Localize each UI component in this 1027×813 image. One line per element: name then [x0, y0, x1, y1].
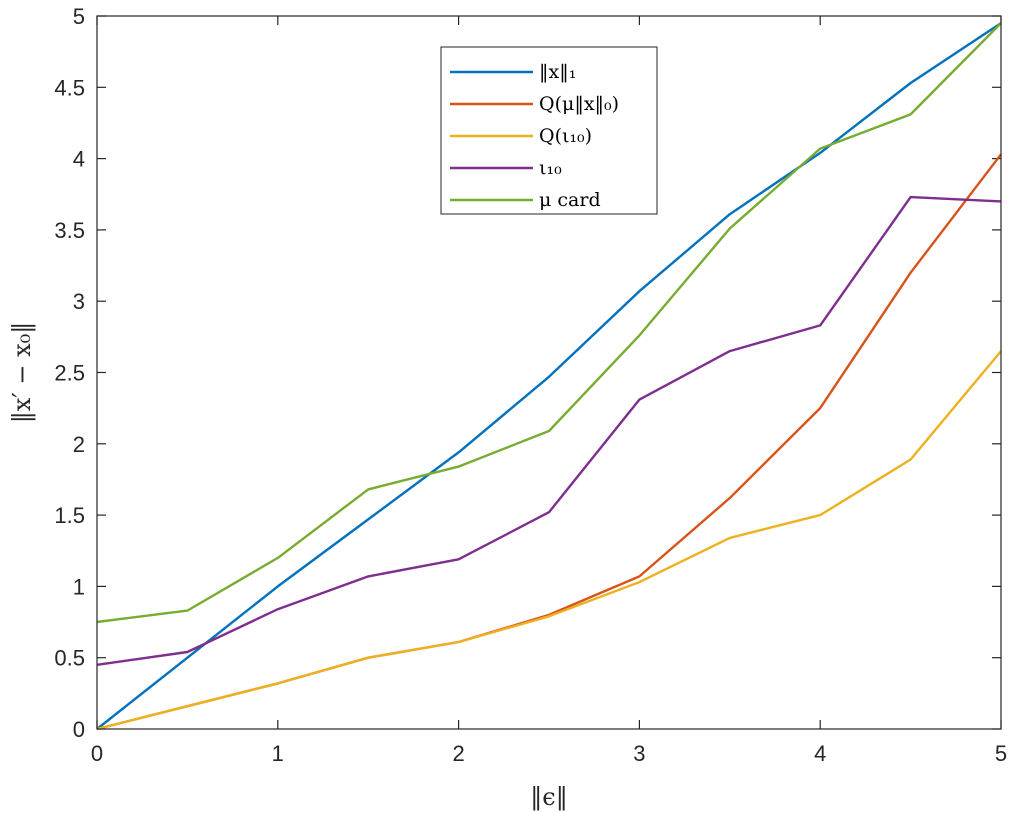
x-tick-label: 3 — [633, 741, 645, 766]
x-axis-label: ‖ϵ‖ — [530, 783, 567, 812]
y-tick-label: 5 — [73, 4, 85, 29]
x-tick-label: 2 — [452, 741, 464, 766]
y-tick-label: 3 — [73, 289, 85, 314]
legend-items: ‖x‖₁ Q(μ‖x‖₀) Q(ι₁₀) ι₁₀ μ card — [450, 61, 619, 211]
series-line-3 — [96, 195, 1002, 666]
series-line-2 — [96, 350, 1002, 731]
legend: ‖x‖₁ Q(μ‖x‖₀) Q(ι₁₀) ι₁₀ μ card — [440, 46, 658, 215]
plot-frame — [96, 15, 1002, 730]
x-tick-label: 1 — [272, 741, 284, 766]
legend-label-3: ι₁₀ — [539, 157, 562, 179]
x-tick-label: 0 — [91, 741, 103, 766]
x-tick-label: 5 — [995, 741, 1007, 766]
y-tick-label: 4 — [73, 147, 85, 172]
legend-box — [440, 46, 658, 215]
x-tick-label: 4 — [814, 741, 826, 766]
y-tick-label: 4.5 — [54, 75, 85, 100]
y-axis-label: ‖x′ − x₀‖ — [8, 322, 37, 424]
y-tick-label: 2.5 — [54, 361, 85, 386]
series-line-4 — [96, 22, 1002, 624]
legend-label-4: μ card — [539, 189, 601, 211]
series-layer — [96, 22, 1002, 731]
y-tick-label: 1 — [73, 574, 85, 599]
series-line-0 — [96, 22, 1002, 730]
y-tick-label: 0.5 — [54, 646, 85, 671]
y-tick-label: 3.5 — [54, 218, 85, 243]
legend-label-0: ‖x‖₁ — [539, 61, 576, 83]
series-line-1 — [96, 153, 1002, 731]
y-tick-label: 0 — [73, 717, 85, 742]
legend-label-2: Q(ι₁₀) — [539, 125, 592, 147]
legend-label-1: Q(μ‖x‖₀) — [539, 93, 619, 115]
y-tick-label: 2 — [73, 432, 85, 457]
y-tick-label: 1.5 — [54, 503, 85, 528]
